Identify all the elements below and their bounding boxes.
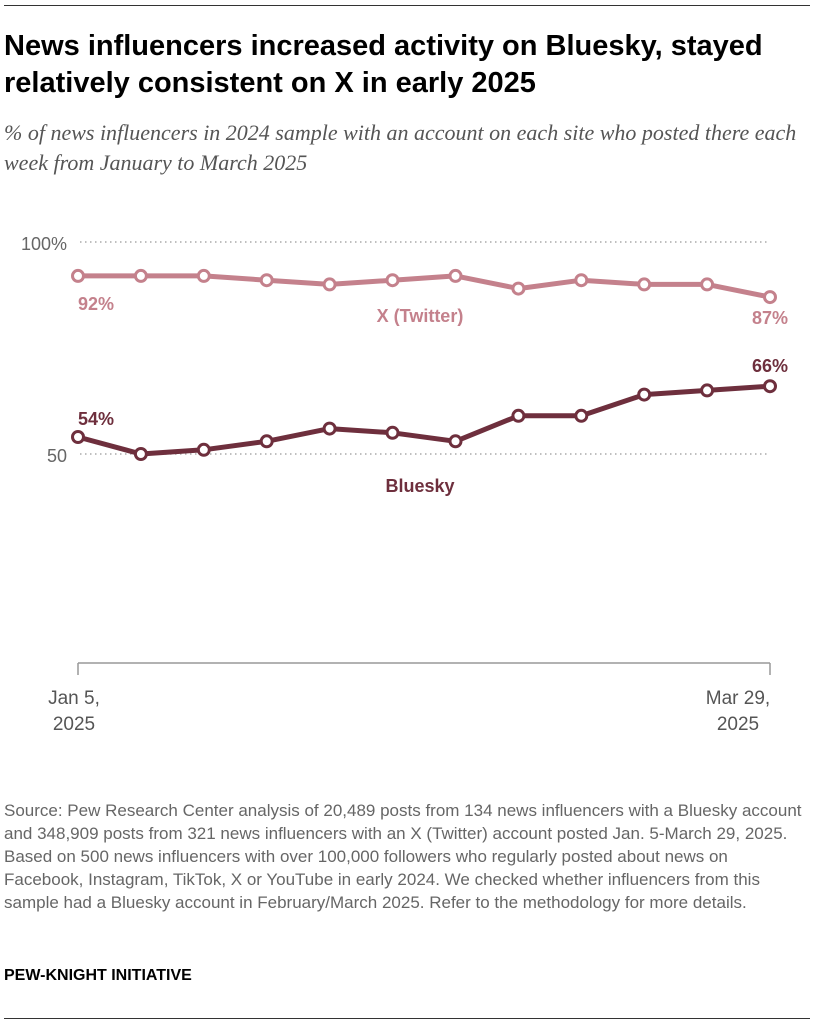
y-tick-label-100: 100% — [21, 234, 67, 254]
x-label-start-line2: 2025 — [53, 714, 95, 735]
data-point-x-twitter-4 — [322, 277, 337, 292]
data-point-x-twitter-0 — [71, 268, 85, 283]
data-point-bluesky-8 — [574, 408, 589, 423]
x-twitter-series-label: X (Twitter) — [377, 306, 464, 326]
branding-label: PEW-KNIGHT INITIATIVE — [4, 967, 192, 984]
chart-title: News influencers increased activity on B… — [4, 30, 763, 99]
data-point-x-twitter-5 — [385, 273, 400, 288]
series-layer — [71, 268, 777, 461]
data-point-x-twitter-3 — [259, 273, 274, 288]
data-point-x-twitter-1 — [133, 268, 148, 283]
data-point-x-twitter-9 — [637, 277, 652, 292]
x-label-start-line1: Jan 5, — [48, 688, 100, 709]
chart-subtitle: % of news influencers in 2024 sample wit… — [4, 120, 797, 175]
data-point-x-twitter-11 — [763, 290, 777, 305]
y-tick-label-50: 50 — [47, 446, 67, 466]
data-point-x-twitter-6 — [448, 268, 463, 283]
x-twitter-end-label: 87% — [752, 308, 788, 328]
data-point-bluesky-10 — [700, 383, 715, 398]
source-note: Source: Pew Research Center analysis of … — [4, 801, 802, 912]
data-point-bluesky-6 — [448, 434, 463, 449]
top-rule — [4, 5, 810, 6]
data-point-bluesky-4 — [322, 421, 337, 436]
data-point-bluesky-0 — [71, 430, 85, 444]
x-label-end-line1: Mar 29, — [706, 688, 770, 709]
data-point-bluesky-5 — [385, 425, 400, 440]
data-point-bluesky-9 — [637, 387, 652, 402]
data-point-bluesky-1 — [133, 447, 148, 461]
line-chart: 100% 50 Jan 5, 2025 Mar 29, 2025 92% X (… — [21, 234, 788, 735]
data-point-x-twitter-7 — [511, 281, 526, 296]
bluesky-start-label: 54% — [78, 409, 114, 429]
series-line-bluesky — [75, 383, 773, 457]
data-point-bluesky-7 — [511, 408, 526, 423]
series-line-x-twitter — [75, 273, 773, 300]
bluesky-series-label: Bluesky — [385, 476, 454, 496]
data-point-x-twitter-8 — [574, 273, 589, 288]
data-point-bluesky-2 — [196, 442, 211, 457]
data-point-bluesky-3 — [259, 434, 274, 449]
x-twitter-start-label: 92% — [78, 294, 114, 314]
bluesky-end-label: 66% — [752, 356, 788, 376]
bottom-rule — [4, 1018, 810, 1019]
x-label-end-line2: 2025 — [717, 714, 759, 735]
data-point-x-twitter-10 — [700, 277, 715, 292]
data-point-bluesky-11 — [763, 379, 777, 394]
data-point-x-twitter-2 — [196, 268, 211, 283]
